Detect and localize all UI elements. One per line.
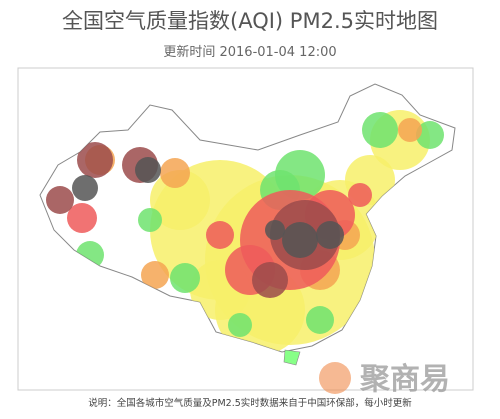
title: 全国空气质量指数(AQI) PM2.5实时地图 (62, 9, 438, 33)
aqi-blob (46, 186, 74, 214)
aqi-blob (77, 142, 113, 178)
aqi-blob (150, 170, 210, 230)
hainan (283, 349, 301, 366)
aqi-blob (72, 175, 98, 201)
aqi-blob (362, 112, 398, 148)
footer-note: 说明：全国各城市空气质量及PM2.5实时数据来自于中国环保部，每小时更新 (88, 397, 412, 409)
pollution-overlay (46, 110, 444, 352)
aqi-blob (306, 306, 334, 334)
update-time: 更新时间 2016-01-04 12:00 (163, 44, 336, 60)
aqi-blob (398, 118, 422, 142)
aqi-blob (141, 261, 169, 289)
aqi-blob (170, 263, 200, 293)
aqi-blob (160, 158, 190, 188)
aqi-blob (252, 262, 288, 298)
watermark-logo (319, 362, 351, 394)
watermark-brand: 聚商易 (359, 362, 450, 397)
aqi-blob (348, 183, 372, 207)
aqi-blob (316, 221, 344, 249)
aqi-blob (67, 203, 97, 233)
aqi-blob (265, 220, 285, 240)
aqi-blob (138, 208, 162, 232)
aqi-blob (282, 222, 318, 258)
aqi-blob (135, 157, 161, 183)
aqi-blob (228, 313, 252, 337)
aqi-blob (416, 121, 444, 149)
aqi-blob (206, 221, 234, 249)
